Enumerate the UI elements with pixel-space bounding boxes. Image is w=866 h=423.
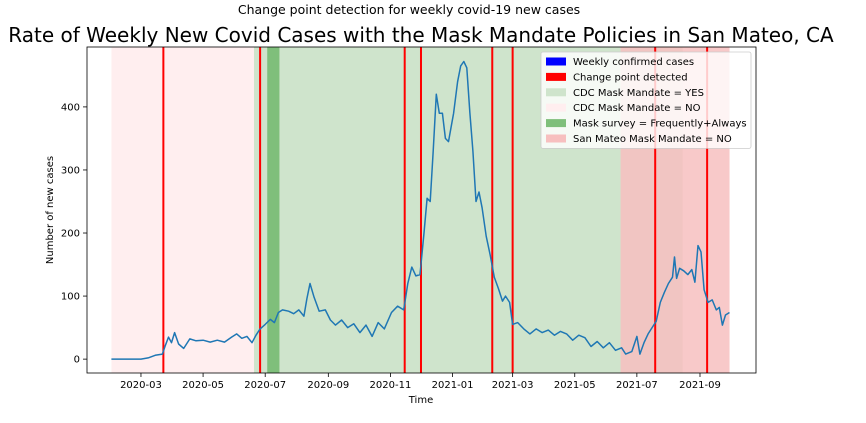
legend-label: Weekly confirmed cases <box>573 57 694 68</box>
legend-label: San Mateo Mask Mandate = NO <box>573 134 732 145</box>
x-tick-label: 2021-07 <box>616 380 658 391</box>
change-point-lines <box>162 47 709 373</box>
cases-line <box>111 60 730 360</box>
x-tick-label: 2021-03 <box>492 380 534 391</box>
y-tick-label: 0 <box>74 355 80 366</box>
legend-label: Mask survey = Frequently+Always <box>573 119 747 130</box>
x-axis-label: Time <box>408 395 433 406</box>
span-0 <box>111 47 254 373</box>
x-axis-ticks: 2020-03 2020-05 2020-07 2020-09 2020-11 2021-… <box>120 373 721 391</box>
legend-swatch <box>546 72 566 81</box>
legend-box <box>540 51 752 149</box>
legend-swatch <box>546 119 566 128</box>
chart-suptitle: Change point detection for weekly covid-… <box>238 2 580 17</box>
y-tick-label: 300 <box>61 165 80 176</box>
legend-swatch <box>546 57 566 66</box>
y-tick-label: 200 <box>61 229 80 240</box>
x-tick-label: 2020-05 <box>182 380 224 391</box>
legend-swatch <box>546 103 566 112</box>
legend-swatch <box>546 88 566 97</box>
y-axis-label: Number of new cases <box>45 156 56 264</box>
chart-title: Rate of Weekly New Covid Cases with the … <box>8 23 834 47</box>
legend-swatch <box>546 134 566 143</box>
x-tick-label: 2020-07 <box>244 380 286 391</box>
x-tick-label: 2020-03 <box>120 380 162 391</box>
legend: Weekly confirmed cases Change point detec… <box>540 51 752 149</box>
y-axis-ticks: 0 100 200 300 400 <box>61 102 87 366</box>
y-tick-label: 100 <box>61 292 80 303</box>
x-tick-label: 2021-05 <box>554 380 596 391</box>
span-2 <box>267 47 280 373</box>
cases-series <box>111 60 730 360</box>
y-tick-label: 400 <box>61 102 80 113</box>
legend-label: CDC Mask Mandate = NO <box>573 103 701 114</box>
legend-label: CDC Mask Mandate = YES <box>573 88 704 99</box>
x-tick-label: 2020-09 <box>307 380 349 391</box>
x-tick-label: 2021-09 <box>679 380 721 391</box>
plot-frame <box>86 46 757 374</box>
legend-label: Change point detected <box>573 72 688 83</box>
x-tick-label: 2021-01 <box>432 380 474 391</box>
x-tick-label: 2020-11 <box>370 380 412 391</box>
